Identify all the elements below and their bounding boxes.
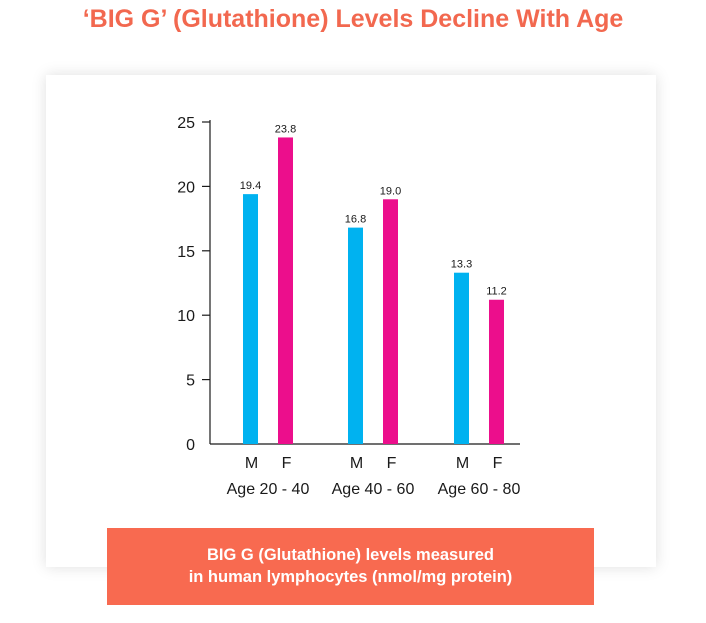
y-tick-label: 5: [186, 373, 195, 390]
x-category-label: Age 60 - 80: [438, 481, 521, 498]
caption-line-1: BIG G (Glutathione) levels measured: [207, 546, 494, 564]
data-label: 13.3: [451, 259, 472, 271]
bar-m-3: [454, 272, 469, 444]
bar-m-1: [243, 194, 258, 444]
data-label: 19.0: [380, 185, 401, 197]
y-tick-label: 15: [177, 244, 195, 261]
series-letter-m: M: [245, 455, 258, 472]
x-category-label: Age 20 - 40: [227, 481, 310, 498]
page-title: ‘BIG G’ (Glutathione) Levels Decline Wit…: [82, 5, 624, 33]
bar-f-3: [489, 299, 504, 444]
series-letter-m: M: [350, 455, 363, 472]
series-letter-f: F: [493, 455, 503, 472]
data-label: 11.2: [486, 286, 507, 298]
data-label: 19.4: [240, 180, 261, 192]
data-label: 23.8: [275, 123, 296, 135]
bar-m-2: [348, 227, 363, 444]
x-category-label: Age 40 - 60: [332, 481, 415, 498]
caption-line-2: in human lymphocytes (nmol/mg protein): [188, 568, 513, 586]
series-letter-f: F: [387, 455, 397, 472]
y-tick-label: 20: [177, 179, 195, 196]
bar-f-2: [383, 199, 398, 444]
bar-f-1: [278, 137, 293, 444]
data-label: 16.8: [345, 214, 366, 226]
series-letter-m: M: [456, 455, 469, 472]
caption-banner: BIG G (Glutathione) levels measured in h…: [107, 528, 594, 605]
y-tick-label: 0: [186, 437, 195, 454]
series-letter-f: F: [282, 455, 292, 472]
y-tick-label: 25: [177, 115, 195, 132]
y-tick-label: 10: [177, 308, 195, 325]
